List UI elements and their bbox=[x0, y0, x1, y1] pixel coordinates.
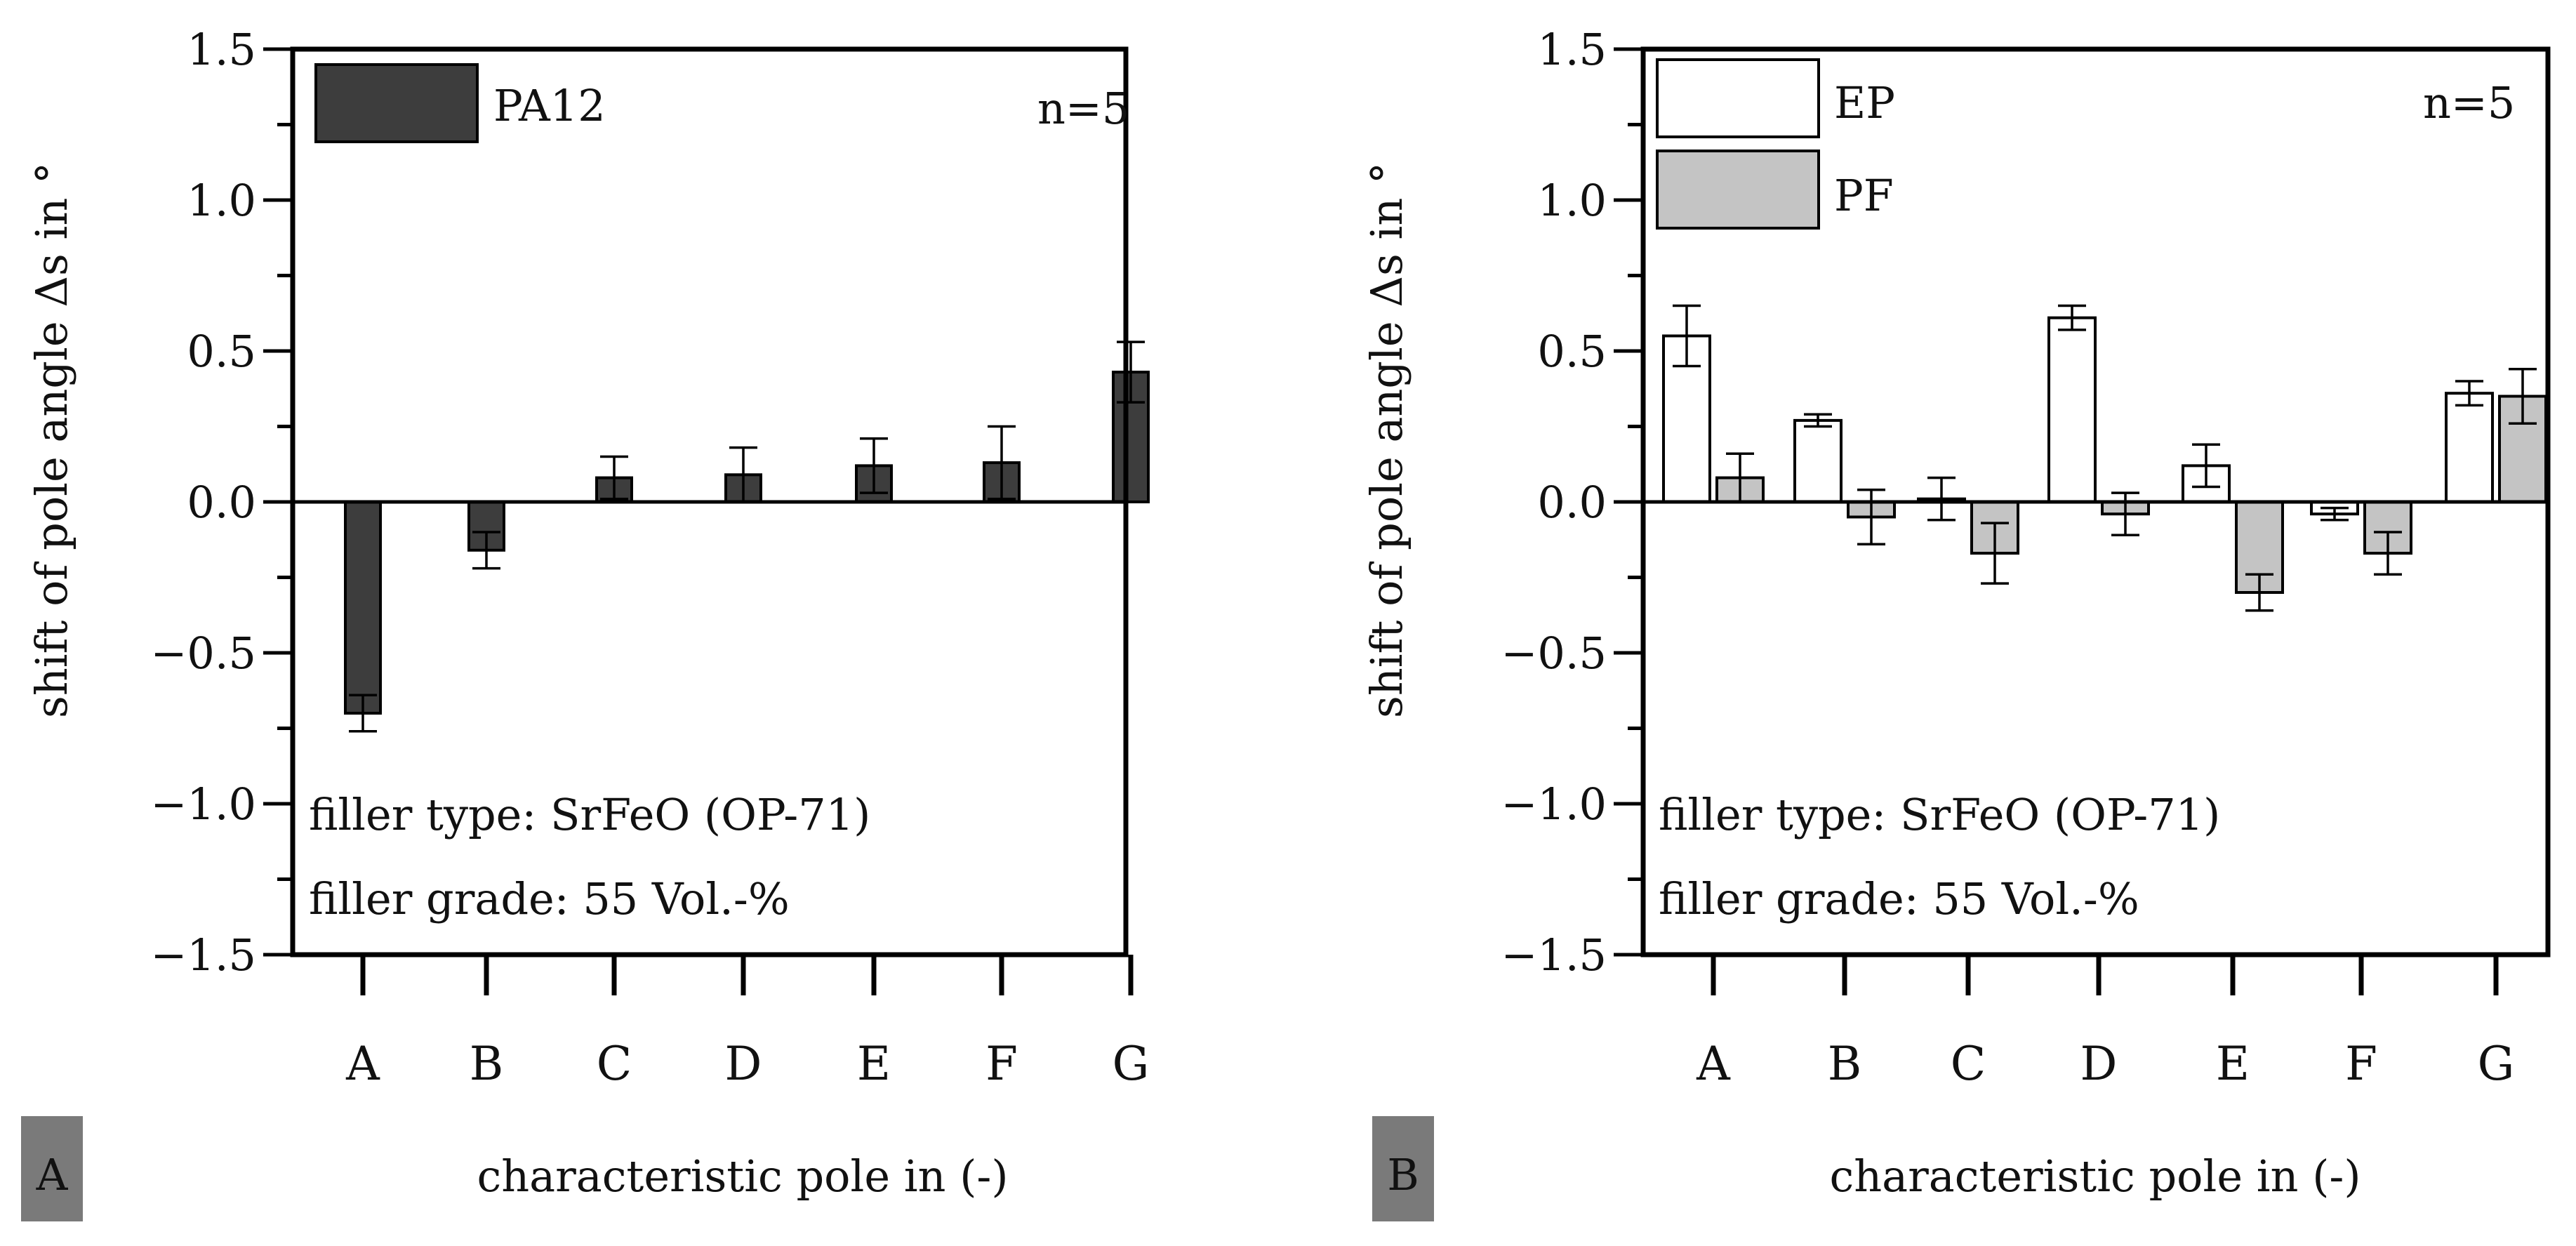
x-tick-label-a: C bbox=[597, 1037, 632, 1091]
bars-b bbox=[1662, 316, 2547, 594]
x-axis-label-a: characteristic pole in (-) bbox=[477, 1151, 1008, 1202]
error-bar-pa12-b bbox=[472, 531, 500, 570]
legend-label-ep: EP bbox=[1834, 77, 1895, 128]
bar-ep-g bbox=[2445, 392, 2494, 504]
legend-swatch-pf bbox=[1656, 150, 1820, 230]
chart-panel-b: shift of pole angle Δs in ° 1.5 1.0 0.5 0.0… bbox=[1361, 24, 2551, 1221]
x-tick-label-b: G bbox=[2478, 1037, 2515, 1091]
y-tick-label-a: 0.5 bbox=[187, 326, 256, 377]
legend-swatch-pa12 bbox=[314, 63, 479, 143]
y-tick-label-b: 1.5 bbox=[1537, 24, 1607, 75]
error-bar-pa12-c bbox=[600, 455, 628, 501]
x-tick-label-b: A bbox=[1696, 1037, 1731, 1091]
y-tick-label-b: −0.5 bbox=[1501, 628, 1607, 679]
y-tick-label-b: 0.5 bbox=[1537, 326, 1607, 377]
error-bar-ep-e bbox=[2192, 443, 2220, 489]
y-ticks-b: 1.5 1.0 0.5 0.0 −0.5 −1.0 −1.5 bbox=[1501, 24, 1643, 981]
bar-ep-b bbox=[1793, 418, 1843, 504]
error-bar-ep-b bbox=[1804, 413, 1832, 428]
x-tick-label-b: B bbox=[1828, 1037, 1862, 1091]
error-bar-pa12-e bbox=[860, 437, 888, 494]
y-tick-label-a: −1.5 bbox=[150, 929, 256, 981]
plot-frame-a bbox=[290, 46, 1129, 957]
legend-a: PA12 bbox=[314, 63, 606, 143]
error-bar-pf-b bbox=[1857, 489, 1885, 545]
x-tick-label-a: A bbox=[345, 1037, 380, 1091]
x-tick-label-a: G bbox=[1113, 1037, 1150, 1091]
error-bar-pf-d bbox=[2111, 491, 2139, 537]
x-axis-label-b: characteristic pole in (-) bbox=[1829, 1151, 2361, 1202]
y-tick-label-a: 1.0 bbox=[187, 175, 256, 226]
n-annotation-a: n=5 bbox=[1037, 83, 1129, 134]
bars-a bbox=[344, 371, 1150, 715]
error-bars-a bbox=[349, 340, 1145, 733]
y-tick-label-b: 1.0 bbox=[1537, 175, 1607, 226]
error-bar-pf-c bbox=[1981, 522, 2009, 585]
panel-badge-b bbox=[1372, 1116, 1434, 1221]
x-tick-label-b: C bbox=[1951, 1037, 1986, 1091]
x-tick-label-a: E bbox=[857, 1037, 891, 1091]
filler-type-b: filler type: SrFeO (OP-71) bbox=[1659, 789, 2220, 840]
x-tick-label-a: F bbox=[985, 1037, 1018, 1091]
x-tick-label-b: F bbox=[2345, 1037, 2377, 1091]
x-tick-label-b: E bbox=[2216, 1037, 2250, 1091]
n-annotation-b: n=5 bbox=[2423, 77, 2515, 128]
y-tick-label-a: −0.5 bbox=[150, 628, 256, 679]
error-bar-ep-d bbox=[2058, 304, 2086, 331]
y-axis-label-b: shift of pole angle Δs in ° bbox=[1361, 162, 1412, 718]
chart-panel-a: shift of pole angle Δs in ° 1.5 1.0 0.5 0.0… bbox=[21, 24, 1150, 1221]
error-bar-pf-f bbox=[2374, 531, 2402, 576]
x-tick-label-b: D bbox=[2080, 1037, 2118, 1091]
legend-b: EP PF bbox=[1656, 58, 1895, 230]
y-ticks-a: 1.5 1.0 0.5 0.0 −0.5 −1.0 −1.5 bbox=[150, 24, 293, 981]
y-tick-label-a: 1.5 bbox=[187, 24, 256, 75]
error-bar-pf-e bbox=[2245, 573, 2273, 612]
y-tick-label-b: −1.5 bbox=[1501, 929, 1607, 981]
filler-grade-b: filler grade: 55 Vol.-% bbox=[1659, 873, 2139, 924]
y-tick-label-a: 0.0 bbox=[187, 477, 256, 528]
error-bar-ep-a bbox=[1673, 304, 1701, 368]
y-tick-label-b: −1.0 bbox=[1501, 778, 1607, 830]
error-bar-ep-g bbox=[2455, 380, 2483, 407]
filler-grade-a: filler grade: 55 Vol.-% bbox=[309, 873, 790, 924]
legend-swatch-ep bbox=[1656, 58, 1820, 138]
plot-frame-b bbox=[1640, 46, 2551, 957]
x-ticks-b: A B C D E F G bbox=[1696, 955, 2514, 1091]
bar-ep-d bbox=[2047, 316, 2097, 503]
panel-badge-a bbox=[21, 1116, 83, 1221]
error-bar-pa12-g bbox=[1117, 340, 1145, 404]
error-bar-ep-f bbox=[2321, 506, 2349, 522]
error-bar-pf-g bbox=[2509, 368, 2537, 425]
error-bars-b bbox=[1673, 304, 2537, 612]
x-tick-label-a: D bbox=[725, 1037, 762, 1091]
x-tick-label-a: B bbox=[470, 1037, 504, 1091]
x-ticks-a: A B C D E F G bbox=[345, 955, 1149, 1091]
panel-label-a: A bbox=[36, 1149, 69, 1200]
y-axis-label-a: shift of pole angle Δs in ° bbox=[26, 162, 77, 718]
bar-pf-e bbox=[2235, 501, 2284, 594]
bar-pa12-a bbox=[344, 501, 382, 715]
filler-type-a: filler type: SrFeO (OP-71) bbox=[309, 789, 870, 840]
legend-label-pf: PF bbox=[1834, 170, 1894, 221]
y-tick-label-b: 0.0 bbox=[1537, 477, 1607, 528]
panel-label-b: B bbox=[1387, 1149, 1419, 1200]
error-bar-ep-c bbox=[1927, 476, 1956, 522]
error-bar-pa12-f bbox=[988, 425, 1016, 501]
y-tick-label-a: −1.0 bbox=[150, 778, 256, 830]
legend-label-pa12: PA12 bbox=[493, 80, 606, 131]
error-bar-pa12-a bbox=[349, 694, 377, 733]
